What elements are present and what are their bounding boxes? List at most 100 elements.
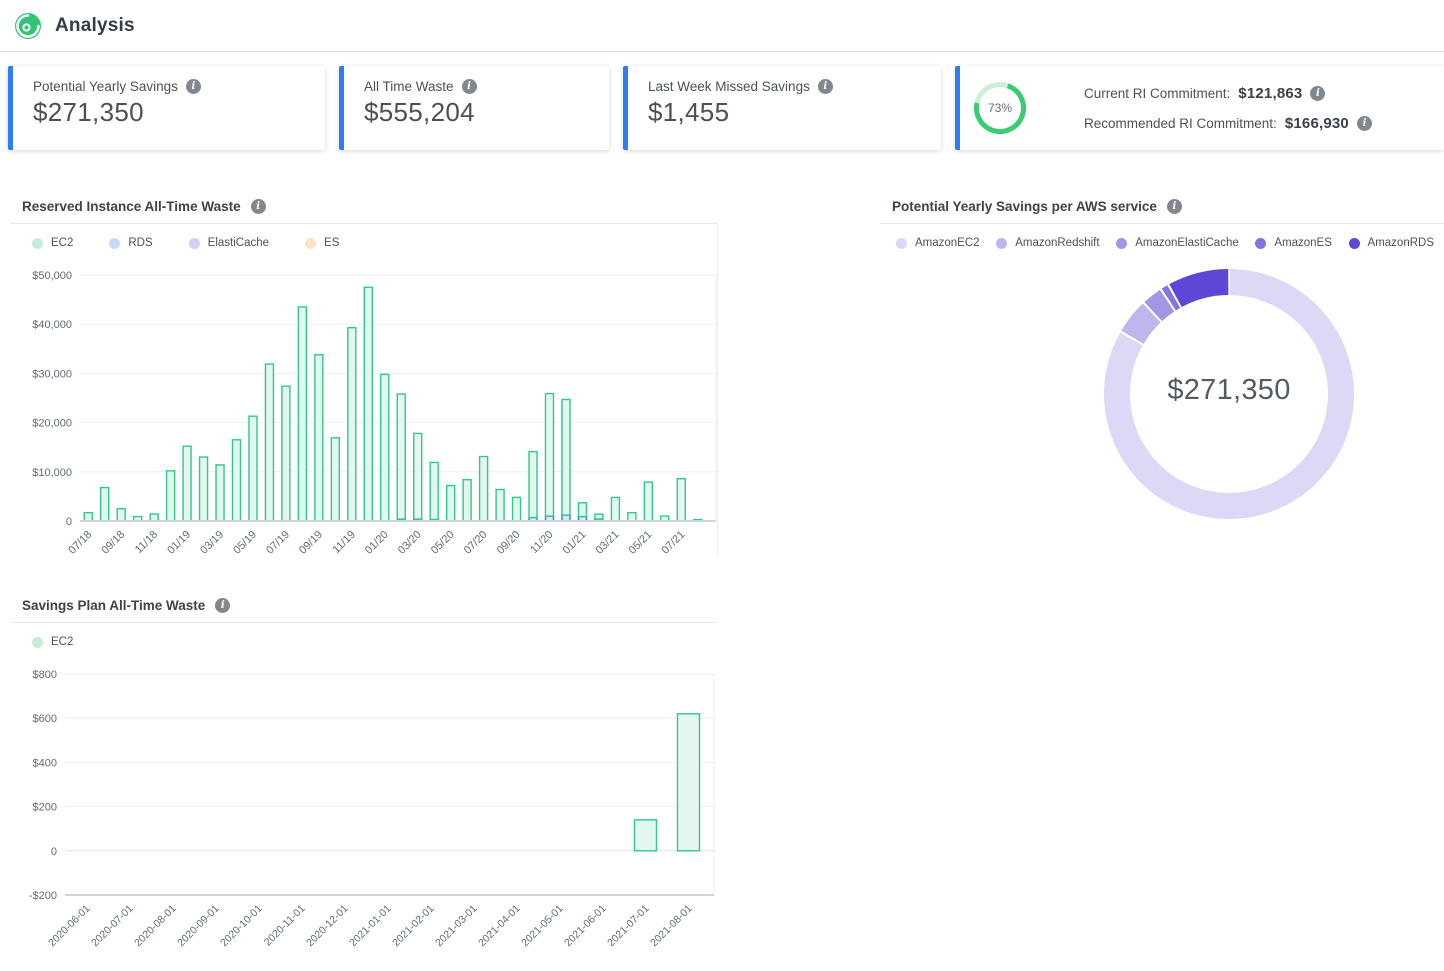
svg-text:07/18: 07/18 bbox=[66, 529, 94, 557]
svg-text:$10,000: $10,000 bbox=[32, 467, 72, 479]
divider bbox=[10, 622, 718, 623]
sp-chart-legend: EC2 bbox=[10, 623, 718, 648]
legend-dot-icon bbox=[109, 237, 121, 249]
divider bbox=[10, 223, 718, 224]
x-axis-labels: 2020-06-012020-07-012020-08-012020-09-01… bbox=[46, 903, 695, 950]
bar-EC2-12/19 bbox=[363, 286, 373, 522]
legend-dot-icon bbox=[305, 237, 317, 249]
legend-item-AmazonEC2[interactable]: AmazonEC2 bbox=[896, 237, 980, 249]
bar-EC2-01/20 bbox=[380, 373, 390, 522]
card-last-week-missed-savings: Last Week Missed Savings i $1,455 bbox=[623, 66, 941, 150]
svg-text:$20,000: $20,000 bbox=[32, 418, 72, 430]
bar-EC2-03/21 bbox=[610, 496, 621, 522]
bar-EC2-05/21 bbox=[643, 481, 654, 522]
row-value: $121,863 bbox=[1238, 84, 1303, 102]
svg-text:2020-07-01: 2020-07-01 bbox=[89, 903, 136, 950]
bars bbox=[83, 286, 703, 522]
percent-value: 73% bbox=[987, 101, 1013, 115]
legend-label: ElastiCache bbox=[207, 237, 270, 249]
legend-dot-icon bbox=[896, 237, 907, 249]
svg-text:03/19: 03/19 bbox=[198, 529, 226, 557]
percent-ring-icon bbox=[974, 82, 1026, 134]
info-icon[interactable]: i bbox=[461, 79, 477, 94]
kpi-cards-row: Potential Yearly Savings i $271,350 All T… bbox=[8, 66, 1444, 150]
card-ri-commitment: 73% Current RI Commitment: $121,863 i Re… bbox=[955, 66, 1444, 150]
svg-text:01/21: 01/21 bbox=[561, 529, 589, 557]
info-icon[interactable]: i bbox=[1310, 85, 1326, 101]
bar-EC2-04/19 bbox=[231, 439, 242, 522]
svg-text:2021-05-01: 2021-05-01 bbox=[519, 903, 566, 950]
legend-label: AmazonES bbox=[1274, 237, 1332, 249]
svg-text:2021-08-01: 2021-08-01 bbox=[648, 903, 695, 950]
bar-EC2-01/21 bbox=[577, 502, 588, 518]
bar-EC2-06/20 bbox=[462, 478, 472, 522]
bar-EC2-2021-08-01 bbox=[676, 713, 701, 852]
svg-text:11/19: 11/19 bbox=[331, 529, 358, 556]
bar-EC2-12/18 bbox=[165, 470, 176, 522]
svg-text:11/20: 11/20 bbox=[528, 529, 555, 556]
legend-label: AmazonRDS bbox=[1367, 237, 1434, 249]
legend-label: AmazonRedshift bbox=[1015, 237, 1100, 249]
bar-EC2-07/20 bbox=[478, 455, 489, 522]
savings-plan-waste-panel: Savings Plan All-Time Waste i EC2 -$200 0… bbox=[10, 595, 718, 971]
info-icon[interactable]: i bbox=[1356, 115, 1372, 131]
svg-text:2021-02-01: 2021-02-01 bbox=[390, 903, 437, 950]
legend-label: EC2 bbox=[51, 636, 74, 648]
ri-utilization-gauge: 73% bbox=[974, 82, 1026, 134]
svg-text:2021-07-01: 2021-07-01 bbox=[605, 903, 652, 950]
info-icon[interactable]: i bbox=[185, 79, 201, 94]
legend-item-EC2[interactable]: EC2 bbox=[32, 636, 73, 648]
card-value: $555,204 bbox=[364, 97, 475, 127]
svg-text:$600: $600 bbox=[33, 713, 57, 725]
svg-text:07/19: 07/19 bbox=[264, 529, 292, 557]
card-label: All Time Waste bbox=[364, 79, 454, 94]
bar-EC2-05/19 bbox=[248, 415, 258, 522]
legend-item-AmazonRedshift[interactable]: AmazonRedshift bbox=[996, 237, 1100, 249]
legend-item-ElastiCache[interactable]: ElastiCache bbox=[188, 237, 270, 249]
bar-EC2-10/20 bbox=[528, 450, 538, 519]
bar-EC2-09/20 bbox=[511, 496, 522, 522]
svg-text:03/20: 03/20 bbox=[396, 529, 424, 557]
bar-EC2-02/20 bbox=[396, 393, 406, 520]
legend-label: EC2 bbox=[51, 237, 74, 249]
info-icon[interactable]: i bbox=[215, 598, 231, 613]
donut-slice-AmazonEC2 bbox=[1104, 269, 1354, 519]
svg-text:05/21: 05/21 bbox=[627, 529, 655, 557]
legend-label: AmazonElastiCache bbox=[1135, 237, 1239, 249]
legend-dot-icon bbox=[1255, 237, 1267, 249]
bar-EC2-06/19 bbox=[264, 363, 275, 522]
svg-text:05/19: 05/19 bbox=[231, 529, 259, 557]
svg-text:2020-12-01: 2020-12-01 bbox=[304, 903, 351, 950]
svg-text:2020-06-01: 2020-06-01 bbox=[46, 903, 93, 950]
legend-item-EC2[interactable]: EC2 bbox=[32, 237, 73, 249]
ri-all-time-waste-panel: Reserved Instance All-Time Waste i EC2 RD… bbox=[10, 196, 718, 588]
bar-EC2-03/19 bbox=[215, 464, 225, 522]
legend-item-AmazonElastiCache[interactable]: AmazonElastiCache bbox=[1116, 237, 1239, 249]
legend-item-AmazonES[interactable]: AmazonES bbox=[1255, 237, 1332, 249]
savings-per-service-panel: Potential Yearly Savings per AWS service… bbox=[880, 196, 1444, 588]
info-icon[interactable]: i bbox=[1166, 199, 1182, 214]
legend-item-AmazonRDS[interactable]: AmazonRDS bbox=[1348, 237, 1434, 249]
svg-text:07/21: 07/21 bbox=[659, 529, 687, 557]
svg-text:$800: $800 bbox=[33, 669, 57, 681]
bar-EC2-04/20 bbox=[429, 461, 439, 521]
info-icon[interactable]: i bbox=[250, 199, 266, 214]
gridlines: 0 $10,000 $20,000 $30,000 $40,000 $50,000 bbox=[32, 270, 717, 528]
bar-EC2-09/19 bbox=[314, 354, 324, 522]
svg-text:11/18: 11/18 bbox=[133, 529, 160, 556]
bar-EC2-05/20 bbox=[445, 484, 456, 522]
top-header: Analysis bbox=[0, 0, 1444, 52]
savings-donut-chart bbox=[1104, 269, 1354, 519]
legend-item-RDS[interactable]: RDS bbox=[109, 237, 153, 249]
info-icon[interactable]: i bbox=[817, 79, 833, 94]
svg-text:$40,000: $40,000 bbox=[32, 319, 72, 331]
svg-text:2021-06-01: 2021-06-01 bbox=[562, 903, 609, 950]
card-value: $1,455 bbox=[648, 97, 730, 127]
bar-EC2-2021-07-01 bbox=[633, 819, 658, 852]
legend-item-ES[interactable]: ES bbox=[305, 237, 339, 249]
bar-EC2-07/19 bbox=[281, 385, 291, 522]
chart-title: Reserved Instance All-Time Waste bbox=[22, 199, 241, 214]
legend-dot-icon bbox=[32, 237, 43, 249]
bar-EC2-11/19 bbox=[347, 326, 357, 522]
legend-dot-icon bbox=[188, 237, 200, 249]
